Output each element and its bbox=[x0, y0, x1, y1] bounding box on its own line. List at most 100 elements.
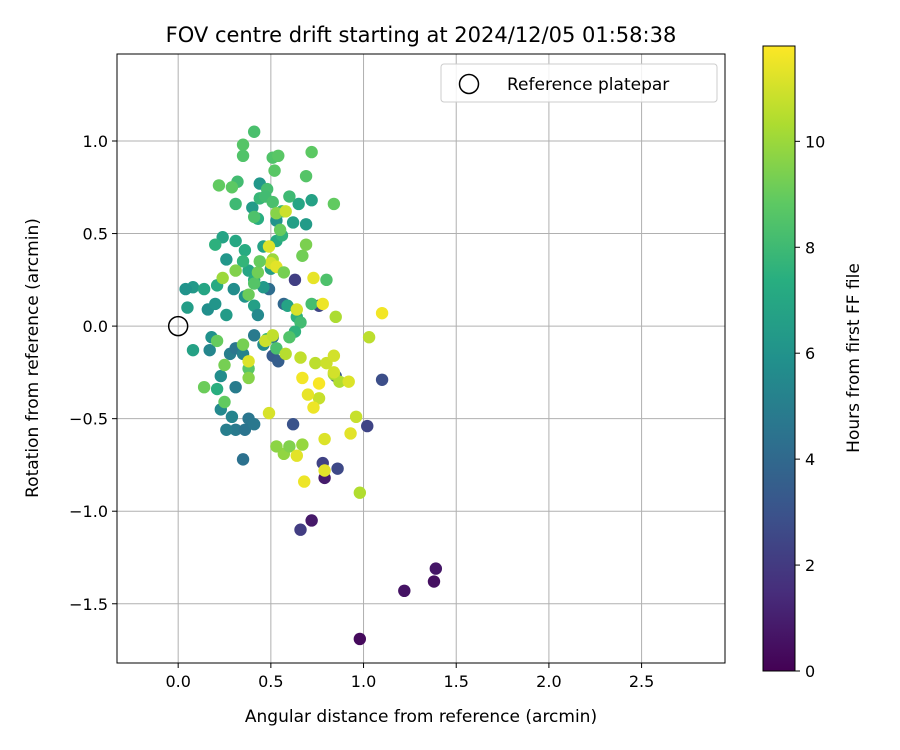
data-point bbox=[247, 210, 261, 224]
data-point bbox=[327, 349, 341, 362]
data-point bbox=[242, 288, 255, 301]
data-point bbox=[209, 297, 222, 311]
data-point bbox=[214, 369, 228, 383]
data-point bbox=[229, 423, 242, 436]
data-point bbox=[251, 266, 265, 279]
data-point bbox=[218, 358, 231, 372]
data-point bbox=[279, 205, 292, 218]
data-point bbox=[246, 201, 259, 214]
data-point bbox=[299, 169, 313, 183]
data-point bbox=[353, 486, 367, 499]
data-point bbox=[220, 253, 233, 266]
data-point bbox=[238, 423, 252, 436]
data-point bbox=[375, 373, 389, 386]
data-point bbox=[273, 223, 287, 237]
colorbar-tick-label: 8 bbox=[805, 238, 815, 257]
data-point bbox=[312, 392, 326, 405]
y-tick-label: 1.0 bbox=[83, 132, 108, 151]
data-point bbox=[242, 264, 255, 277]
data-point bbox=[329, 310, 342, 324]
colorbar-gradient bbox=[762, 45, 796, 672]
data-point bbox=[296, 371, 309, 385]
data-point bbox=[362, 331, 376, 344]
data-point bbox=[318, 432, 331, 446]
data-point bbox=[283, 190, 296, 203]
colorbar-label: Hours from first FF file bbox=[844, 263, 864, 453]
data-point bbox=[290, 303, 304, 316]
data-point bbox=[398, 584, 411, 598]
data-point bbox=[283, 331, 296, 344]
data-point bbox=[229, 234, 242, 248]
data-point bbox=[251, 308, 265, 322]
data-point bbox=[316, 297, 329, 311]
data-point bbox=[238, 244, 252, 257]
grid-lines bbox=[117, 54, 725, 663]
data-point bbox=[294, 351, 307, 364]
data-point bbox=[236, 453, 250, 466]
chart-title: FOV centre drift starting at 2024/12/05 … bbox=[166, 23, 677, 47]
data-point bbox=[301, 388, 315, 401]
data-point bbox=[181, 301, 194, 314]
data-point bbox=[212, 179, 226, 192]
reference-platepar-marker bbox=[167, 315, 189, 337]
data-point bbox=[268, 164, 281, 177]
data-point bbox=[312, 377, 326, 390]
data-point bbox=[270, 206, 283, 220]
data-point bbox=[247, 277, 261, 290]
data-point bbox=[242, 355, 255, 368]
points-layer bbox=[167, 125, 443, 646]
data-point bbox=[247, 418, 261, 431]
legend-entry-label: Reference platepar bbox=[507, 75, 669, 95]
data-point bbox=[298, 475, 311, 488]
data-point bbox=[307, 401, 320, 414]
data-point bbox=[305, 145, 318, 159]
data-point bbox=[197, 282, 211, 296]
y-tick-label: 0.5 bbox=[83, 225, 108, 244]
data-point bbox=[262, 406, 276, 420]
data-point bbox=[349, 410, 363, 424]
data-point bbox=[296, 249, 309, 262]
data-point bbox=[294, 523, 307, 536]
data-point bbox=[236, 338, 250, 351]
data-point bbox=[277, 266, 291, 279]
colorbar-tick-label: 0 bbox=[805, 662, 815, 681]
data-point bbox=[229, 197, 242, 211]
legend-reference-marker bbox=[458, 73, 480, 95]
data-point bbox=[203, 343, 216, 357]
colorbar-tick-label: 4 bbox=[805, 450, 815, 469]
data-point bbox=[305, 194, 318, 207]
x-tick-label: 0.5 bbox=[258, 672, 283, 691]
data-point bbox=[327, 366, 341, 379]
data-point bbox=[236, 149, 250, 163]
data-point bbox=[225, 181, 239, 194]
data-point bbox=[305, 297, 318, 311]
data-point bbox=[327, 197, 341, 211]
data-point bbox=[344, 427, 357, 440]
data-point bbox=[197, 380, 211, 394]
x-ticks: 0.0 0.5 1.0 1.5 2.0 2.5 bbox=[165, 663, 654, 691]
data-point bbox=[279, 347, 292, 361]
x-tick-label: 1.0 bbox=[351, 672, 376, 691]
data-point bbox=[299, 218, 313, 231]
data-point bbox=[305, 514, 318, 527]
legend: Reference platepar bbox=[440, 63, 718, 103]
y-tick-label: −1.0 bbox=[69, 502, 108, 521]
y-tick-label: −1.5 bbox=[69, 595, 108, 614]
data-point bbox=[209, 238, 222, 251]
data-point bbox=[179, 282, 192, 296]
data-point bbox=[266, 329, 279, 342]
data-point bbox=[227, 282, 240, 296]
data-point bbox=[286, 418, 300, 431]
x-tick-label: 2.0 bbox=[536, 672, 561, 691]
data-point bbox=[270, 440, 283, 453]
data-point bbox=[309, 356, 322, 370]
data-point bbox=[361, 419, 374, 433]
x-axis-label: Angular distance from reference (arcmin) bbox=[245, 707, 597, 727]
data-point bbox=[318, 464, 331, 477]
data-point bbox=[218, 395, 231, 409]
data-point bbox=[229, 264, 242, 277]
legend-box bbox=[440, 63, 718, 103]
data-point bbox=[288, 273, 302, 287]
data-point bbox=[342, 375, 355, 388]
